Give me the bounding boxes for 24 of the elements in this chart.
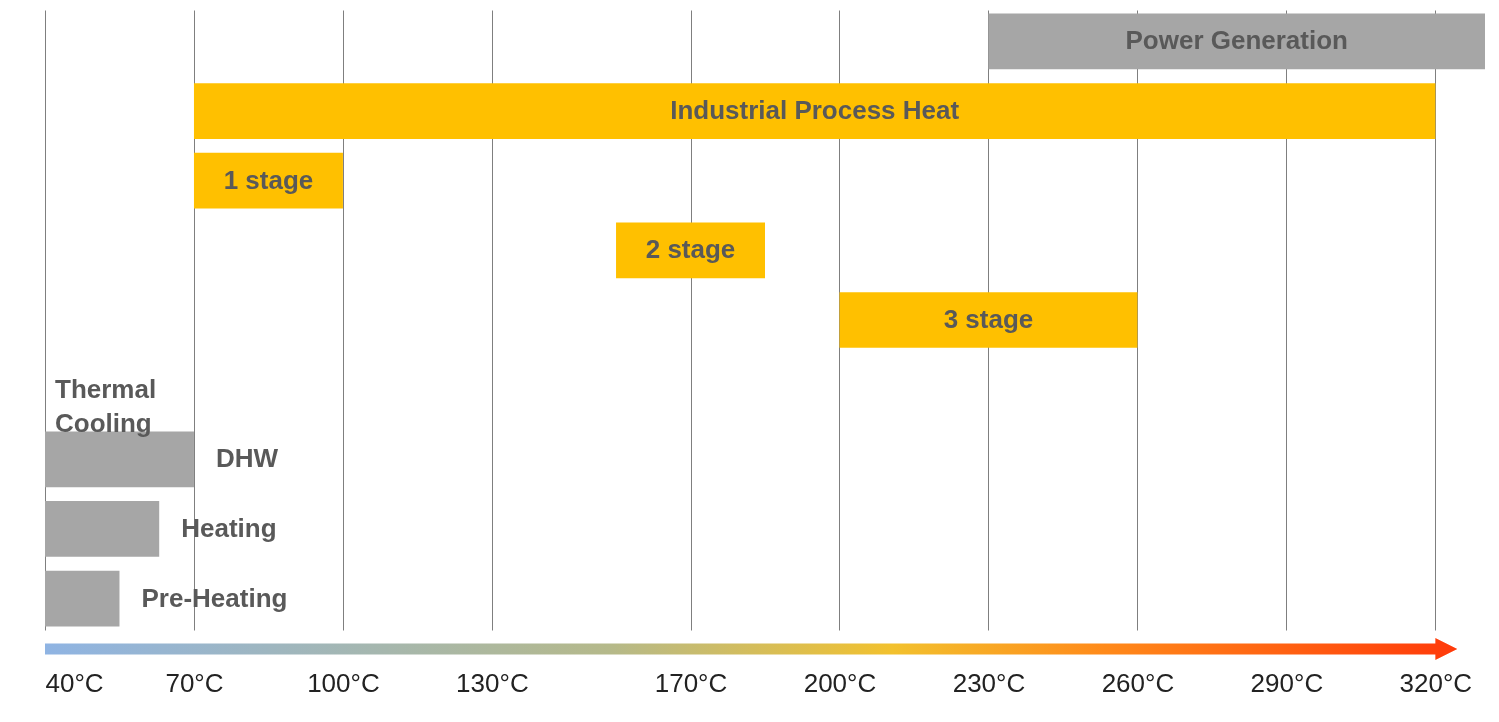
x-tick-label: 290°C (1250, 667, 1324, 698)
x-tick-label: 260°C (1101, 667, 1175, 698)
x-tick-label: 320°C (1399, 667, 1473, 698)
bar (193, 83, 1436, 139)
bar (616, 222, 765, 279)
y-tick-label: DHW (215, 443, 279, 474)
bar (45, 570, 120, 627)
x-tick-label: 170°C (654, 667, 728, 698)
y-tick-label: 1 stage (223, 164, 314, 195)
x-tick-label: 200°C (803, 667, 877, 698)
bar (193, 152, 343, 209)
x-tick-label: 40°C (45, 667, 104, 698)
y-tick-label: Thermal Cooling (55, 373, 157, 438)
x-tick-label: 70°C (165, 667, 224, 698)
y-tick-label: Power Generation (1125, 25, 1348, 56)
bar (839, 292, 1138, 348)
bar (45, 501, 160, 557)
x-tick-label: 230°C (952, 667, 1026, 698)
x-tick-label: 100°C (307, 667, 380, 698)
y-tick-label: 2 stage (645, 234, 736, 265)
y-tick-label: Industrial Process Heat (670, 95, 960, 126)
bar (988, 13, 1485, 70)
x-tick-label: 130°C (456, 667, 529, 698)
y-tick-label: 3 stage (943, 304, 1034, 334)
